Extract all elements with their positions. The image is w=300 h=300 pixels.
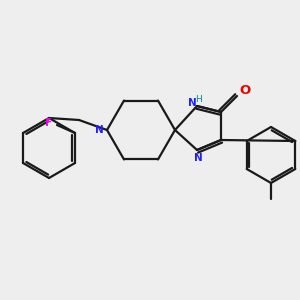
Text: F: F (45, 118, 52, 128)
Text: O: O (239, 85, 250, 98)
Text: N: N (94, 125, 103, 135)
Text: H: H (196, 94, 202, 103)
Text: N: N (194, 153, 202, 163)
Text: N: N (188, 98, 196, 108)
